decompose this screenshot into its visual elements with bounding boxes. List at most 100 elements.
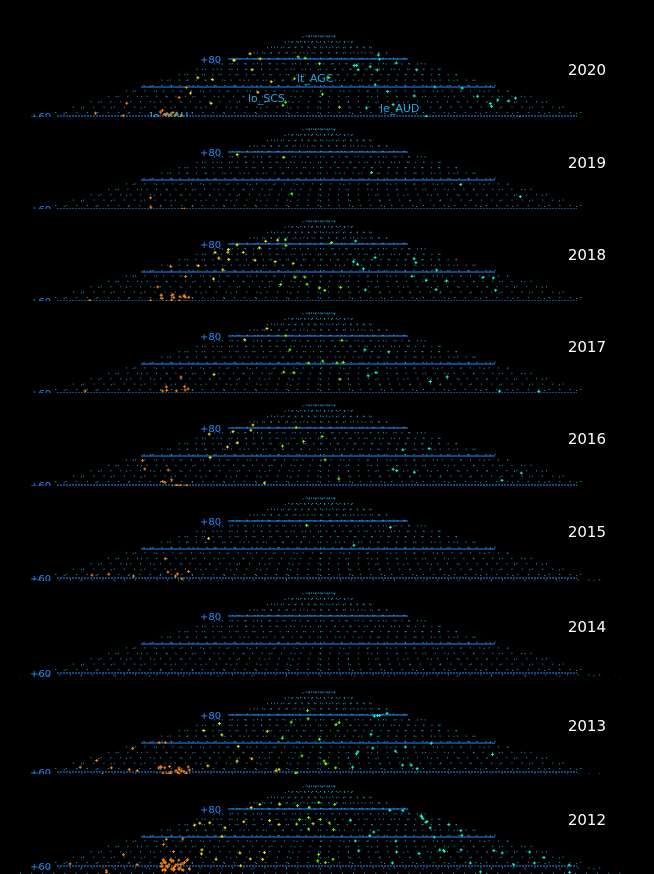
data-point [415, 68, 419, 72]
data-point [294, 425, 298, 429]
data-point [127, 768, 131, 772]
data-point [160, 296, 164, 300]
data-point [340, 338, 344, 342]
data-point [321, 92, 325, 96]
data-point [157, 741, 161, 745]
data-point [196, 264, 200, 268]
data-point [177, 768, 181, 772]
data-point [352, 543, 356, 547]
data-point [363, 288, 367, 292]
data-point [172, 865, 176, 869]
data-point [460, 86, 464, 90]
panel-2014: +80 +60 2014 [0, 581, 654, 681]
data-point [290, 192, 294, 196]
data-point [334, 722, 338, 726]
data-point [296, 804, 300, 808]
data-point [391, 467, 395, 471]
data-point [512, 863, 516, 867]
data-point [169, 112, 173, 116]
data-point [221, 268, 225, 272]
data-point [385, 711, 389, 715]
data-point [178, 862, 182, 866]
data-point [168, 764, 172, 768]
data-point [277, 767, 281, 771]
data-point [356, 750, 360, 754]
data-point [372, 714, 376, 718]
data-point [318, 818, 322, 822]
data-point [235, 243, 239, 247]
data-point [90, 573, 94, 577]
data-point [161, 389, 165, 393]
data-point [262, 481, 266, 485]
data-point [352, 64, 356, 68]
data-point [393, 749, 397, 753]
data-point [171, 293, 175, 297]
data-point [121, 114, 125, 118]
panel-2016: +80+602016 [0, 393, 654, 493]
lat-60-label: +60 [30, 574, 51, 585]
data-point [429, 741, 433, 745]
panel-2017: +80+602017 [0, 301, 654, 403]
data-point [172, 296, 176, 300]
data-point [354, 239, 358, 243]
data-point [288, 348, 292, 352]
data-point [239, 864, 243, 868]
data-point [178, 295, 182, 299]
data-point [490, 104, 494, 108]
data-point [160, 862, 164, 866]
data-point [372, 830, 376, 834]
data-point [317, 62, 321, 66]
panel-2018: +80+602018 [0, 209, 654, 310]
data-point [317, 737, 321, 741]
data-point [395, 108, 399, 112]
data-point [160, 868, 164, 872]
data-point [428, 379, 432, 383]
data-point [200, 848, 204, 852]
data-point [388, 808, 392, 812]
data-point [302, 439, 306, 443]
data-point [170, 298, 174, 302]
data-point [68, 862, 72, 866]
data-point [163, 480, 167, 484]
data-point [188, 91, 192, 95]
data-point [256, 90, 260, 94]
data-point [488, 102, 492, 106]
data-point [445, 375, 449, 379]
data-point [500, 851, 504, 855]
data-point [172, 850, 176, 854]
data-point [292, 371, 296, 375]
data-point [323, 288, 327, 292]
year-label: 2019 [568, 154, 606, 172]
data-point [481, 275, 485, 279]
data-point [415, 767, 419, 771]
data-point [164, 385, 168, 389]
data-point [369, 732, 373, 736]
data-point [177, 95, 181, 99]
data-point [248, 857, 252, 861]
data-point [186, 765, 190, 769]
data-point [274, 769, 278, 773]
data-point [295, 822, 299, 826]
data-point [183, 295, 187, 299]
data-point [317, 800, 321, 804]
data-point [307, 827, 311, 831]
data-point [236, 744, 240, 748]
data-point [317, 286, 321, 290]
data-point [174, 863, 178, 867]
data-point [305, 282, 309, 286]
data-point [303, 275, 307, 279]
data-point [186, 387, 190, 391]
data-point [223, 826, 227, 830]
data-point [476, 94, 480, 98]
data-point [284, 100, 288, 104]
data-point [375, 68, 379, 72]
data-point [296, 55, 300, 59]
data-point [316, 859, 320, 863]
data-point [333, 802, 337, 806]
data-point [207, 536, 211, 540]
data-point [160, 108, 164, 112]
data-point [401, 763, 405, 767]
data-point [167, 862, 171, 866]
lat-80-label: +80 [200, 332, 221, 343]
